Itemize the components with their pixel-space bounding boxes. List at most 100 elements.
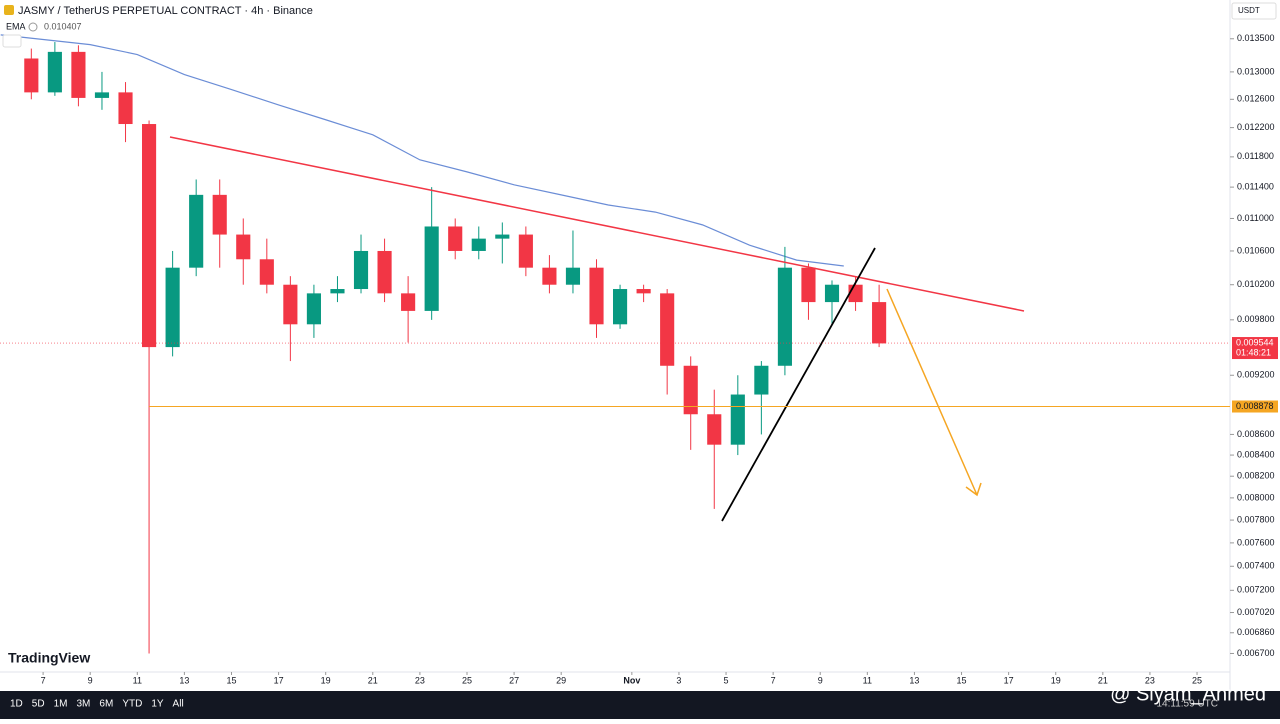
candle-body — [848, 284, 863, 303]
y-tick-label: 0.010200 — [1237, 279, 1275, 289]
candle-body — [189, 194, 204, 268]
x-tick-label: 21 — [1098, 675, 1108, 685]
trend-line — [169, 136, 1025, 312]
range-button[interactable]: 5D — [32, 699, 45, 710]
candle-body — [754, 365, 769, 395]
x-tick-label: 17 — [274, 675, 284, 685]
candle-body — [495, 234, 510, 239]
x-tick-label: 13 — [179, 675, 189, 685]
x-tick-label: 29 — [556, 675, 566, 685]
y-tick-label: 0.011400 — [1237, 181, 1274, 191]
candle-body — [401, 293, 416, 311]
y-tick-label: 0.006700 — [1237, 648, 1275, 658]
candle-body — [236, 234, 251, 260]
indicator-name: EMA — [6, 21, 26, 31]
candle-body — [142, 124, 157, 348]
range-button[interactable]: 1Y — [151, 699, 164, 710]
candle-body — [683, 365, 698, 415]
x-tick-label: 9 — [818, 675, 823, 685]
range-button[interactable]: 6M — [99, 699, 113, 710]
y-tick-label: 0.006860 — [1237, 627, 1275, 637]
symbol-icon — [4, 5, 14, 15]
candle-body — [448, 226, 463, 251]
candle-body — [306, 293, 321, 325]
x-tick-label: 27 — [509, 675, 519, 685]
candle-body — [707, 414, 722, 445]
range-button[interactable]: 3M — [77, 699, 91, 710]
x-tick-label: 21 — [368, 675, 378, 685]
x-tick-label: 25 — [1192, 675, 1202, 685]
y-tick-label: 0.013000 — [1237, 66, 1275, 76]
x-tick-label: 11 — [863, 675, 872, 685]
y-tick-label: 0.007400 — [1237, 561, 1275, 571]
y-tick-label: 0.012600 — [1237, 94, 1275, 104]
candle-body — [424, 226, 439, 311]
y-tick-label: 0.009800 — [1237, 314, 1275, 324]
x-tick-label: 9 — [88, 675, 93, 685]
collapse-button[interactable] — [2, 34, 22, 48]
range-button[interactable]: 1M — [54, 699, 68, 710]
y-tick-label: 0.007020 — [1237, 607, 1275, 617]
x-tick-label: 17 — [1004, 675, 1014, 685]
range-button[interactable]: All — [173, 699, 184, 710]
range-button[interactable]: YTD — [122, 699, 142, 710]
candle-body — [660, 293, 675, 366]
candle-body — [612, 289, 628, 325]
range-button[interactable]: 1D — [10, 699, 23, 710]
candle-body — [47, 51, 62, 93]
candle-body — [565, 267, 581, 285]
candle-body — [71, 51, 86, 98]
y-tick-label: 0.008000 — [1237, 492, 1275, 502]
candle-body — [94, 92, 110, 98]
last-price-tag — [1232, 337, 1278, 360]
y-tick-label: 0.012200 — [1237, 122, 1275, 132]
x-tick-label: 25 — [462, 675, 472, 685]
indicator-value: 0.010407 — [44, 21, 82, 31]
candle-body — [636, 289, 651, 294]
candle-body — [777, 267, 792, 366]
last-price-label: 0.009544 — [1236, 337, 1274, 347]
x-tick-label: 19 — [1051, 675, 1061, 685]
trend-line — [721, 247, 876, 522]
ema-line — [0, 34, 844, 267]
candle-body — [377, 250, 392, 294]
candle-body — [118, 92, 133, 125]
candle-body — [730, 394, 745, 445]
y-tick-label: 0.011000 — [1237, 213, 1274, 223]
y-tick-label: 0.008400 — [1237, 449, 1275, 459]
x-tick-label: 7 — [771, 675, 776, 685]
arrow — [886, 288, 982, 497]
y-tick-label: 0.007200 — [1237, 585, 1275, 595]
x-tick-label: 23 — [415, 675, 425, 685]
clock: 14:11:59 UTC — [1156, 699, 1218, 710]
x-tick-label: Nov — [623, 675, 640, 685]
y-tick-label: 0.007800 — [1237, 514, 1275, 524]
currency[interactable]: USDT — [1238, 6, 1260, 15]
candle-body — [801, 267, 816, 303]
candle-body — [353, 250, 369, 290]
candle-body — [259, 259, 274, 285]
y-tick-label: 0.008200 — [1237, 471, 1275, 481]
candle-body — [24, 58, 39, 93]
candle-body — [518, 234, 533, 268]
x-tick-label: 3 — [676, 675, 681, 685]
candle-body — [542, 267, 557, 285]
y-tick-label: 0.011800 — [1237, 151, 1274, 161]
price-tag-label: 0.008878 — [1236, 401, 1274, 411]
y-tick-label: 0.008600 — [1237, 429, 1275, 439]
price-tag — [1232, 400, 1278, 413]
y-tick-label: 0.010600 — [1237, 245, 1275, 255]
candle-body — [872, 302, 887, 344]
currency-button[interactable] — [1231, 2, 1277, 20]
candle-body — [589, 267, 604, 325]
symbol-title: JASMY / TetherUS PERPETUAL CONTRACT · 4h… — [18, 5, 313, 17]
x-tick-label: 11 — [133, 675, 142, 685]
candle-body — [471, 238, 486, 251]
x-tick-label: 15 — [957, 675, 967, 685]
candle-body — [824, 284, 840, 303]
toolbar — [0, 691, 1280, 719]
y-tick-label: 0.007600 — [1237, 537, 1275, 547]
countdown: 01:48:21 — [1236, 347, 1271, 357]
candle-body — [330, 289, 345, 294]
